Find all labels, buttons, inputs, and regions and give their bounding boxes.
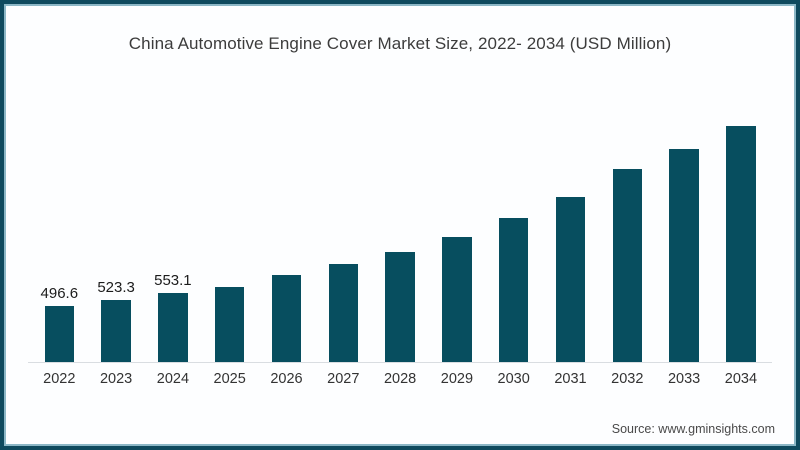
x-axis-label-2026: 2026 <box>270 371 303 387</box>
bar-2026 <box>271 275 302 362</box>
x-axis-label-2022: 2022 <box>43 371 76 387</box>
source-attribution: Source: www.gminsights.com <box>611 422 775 436</box>
bar-2024 <box>158 293 188 362</box>
x-axis-label-2023: 2023 <box>99 371 133 387</box>
x-axis-label-2024: 2024 <box>156 371 190 387</box>
bar-2028 <box>385 251 415 362</box>
x-axis-label-2029: 2029 <box>440 371 474 387</box>
x-axis-label-2032: 2032 <box>611 371 644 387</box>
bar-2025 <box>214 286 245 362</box>
bar-2029 <box>442 237 472 362</box>
x-axis-label-2027: 2027 <box>327 371 360 387</box>
value-label-2024: 553.1 <box>154 272 192 290</box>
x-axis-line <box>28 362 772 363</box>
bar-2022 <box>44 306 75 362</box>
x-axis-label-2033: 2033 <box>667 371 701 387</box>
x-axis-label-2028: 2028 <box>383 371 417 387</box>
bar-2030 <box>498 218 529 362</box>
bar-2034 <box>726 126 756 362</box>
x-axis-label-2031: 2031 <box>554 371 587 387</box>
bar-2023 <box>101 299 131 362</box>
bar-2027 <box>328 264 359 362</box>
chart-title: China Automotive Engine Cover Market Siz… <box>128 34 672 53</box>
bar-2031 <box>555 197 586 362</box>
bar-2032 <box>612 168 643 362</box>
value-label-2022: 496.6 <box>40 285 79 303</box>
x-axis-label-2025: 2025 <box>213 371 246 387</box>
value-label-2023: 523.3 <box>97 278 135 296</box>
x-axis-label-2030: 2030 <box>497 371 530 387</box>
bar-2033 <box>669 148 699 362</box>
x-axis-label-2034: 2034 <box>724 371 758 387</box>
